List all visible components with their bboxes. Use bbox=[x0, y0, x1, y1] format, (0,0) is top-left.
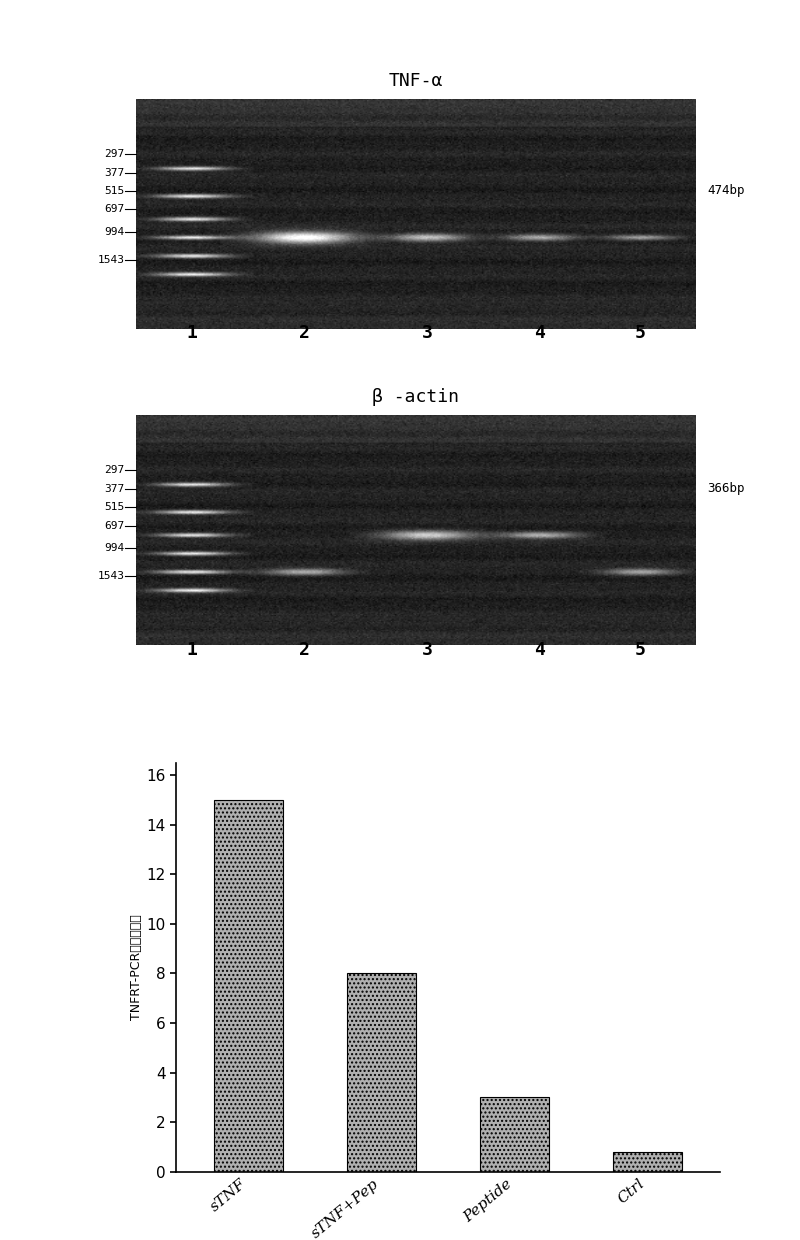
Text: 994: 994 bbox=[105, 227, 125, 237]
Text: 1: 1 bbox=[186, 641, 198, 658]
Bar bbox=[347, 973, 416, 1172]
Text: 366bp: 366bp bbox=[707, 482, 745, 495]
Text: 2: 2 bbox=[298, 325, 310, 342]
Bar bbox=[613, 1152, 682, 1172]
Text: 377: 377 bbox=[105, 484, 125, 494]
Text: 377: 377 bbox=[105, 167, 125, 177]
Text: 1543: 1543 bbox=[98, 570, 125, 582]
Bar bbox=[480, 1097, 549, 1172]
Text: 3: 3 bbox=[422, 325, 433, 342]
Text: 1543: 1543 bbox=[98, 254, 125, 265]
Text: 474bp: 474bp bbox=[707, 185, 745, 197]
Text: 1: 1 bbox=[186, 325, 198, 342]
Text: 697: 697 bbox=[105, 205, 125, 215]
Text: 2: 2 bbox=[298, 641, 310, 658]
Text: 3: 3 bbox=[422, 641, 433, 658]
Text: β -actin: β -actin bbox=[373, 388, 459, 405]
Text: 4: 4 bbox=[534, 325, 545, 342]
Bar bbox=[214, 800, 283, 1172]
Y-axis label: TNFRT-PCR产物相对量: TNFRT-PCR产物相对量 bbox=[130, 914, 143, 1021]
Text: 297: 297 bbox=[105, 149, 125, 159]
Text: 515: 515 bbox=[105, 502, 125, 512]
Text: 5: 5 bbox=[634, 325, 646, 342]
Text: 994: 994 bbox=[105, 543, 125, 553]
Text: 697: 697 bbox=[105, 521, 125, 531]
Text: 515: 515 bbox=[105, 186, 125, 196]
Text: 5: 5 bbox=[634, 641, 646, 658]
Text: TNF-α: TNF-α bbox=[389, 72, 443, 89]
Text: 4: 4 bbox=[534, 641, 545, 658]
Text: 297: 297 bbox=[105, 465, 125, 475]
